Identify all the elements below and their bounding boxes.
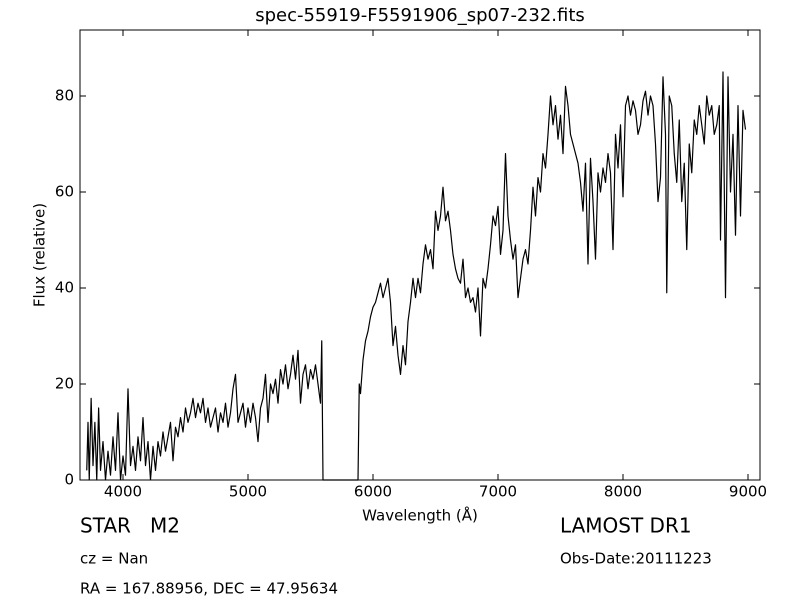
y-tick-label: 80 [55,87,74,105]
x-tick-label: 8000 [604,483,642,501]
plot-frame [79,29,761,481]
x-tick-label: 4000 [104,483,142,501]
y-tick-label: 20 [55,375,74,393]
x-tick-label: 5000 [229,483,267,501]
chart-title: spec-55919-F5591906_sp07-232.fits [255,5,585,26]
x-axis-label: Wavelength (Å) [362,506,478,525]
redshift-text: cz = Nan [80,550,148,568]
x-tick-label: 6000 [354,483,392,501]
survey-text: LAMOST DR1 [560,514,692,538]
y-axis-label: Flux (relative) [31,203,49,307]
y-tick-label: 40 [55,279,74,297]
x-tick-label: 9000 [729,483,767,501]
x-tick-label: 7000 [479,483,517,501]
coordinates-text: RA = 167.88956, DEC = 47.95634 [80,580,338,598]
obs-date-text: Obs-Date:20111223 [560,550,712,568]
object-label: STAR M2 [80,514,180,538]
spectrum-line [86,71,747,481]
y-tick-label: 0 [64,471,74,489]
y-tick-label: 60 [55,183,74,201]
